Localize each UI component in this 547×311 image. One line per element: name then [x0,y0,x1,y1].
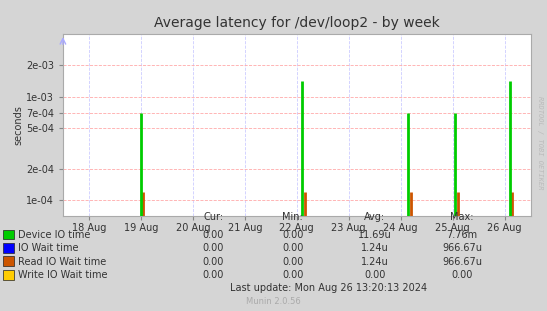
Text: 1.24u: 1.24u [361,243,388,253]
Text: 966.67u: 966.67u [442,243,482,253]
Text: 0.00: 0.00 [282,243,304,253]
Text: 0.00: 0.00 [202,270,224,280]
Text: 0.00: 0.00 [202,230,224,240]
Text: Cur:: Cur: [203,212,223,222]
Text: Munin 2.0.56: Munin 2.0.56 [246,297,301,306]
Text: 0.00: 0.00 [282,257,304,267]
Text: 0.00: 0.00 [451,270,473,280]
Text: Max:: Max: [451,212,474,222]
Text: 0.00: 0.00 [364,270,386,280]
Text: RRDTOOL / TOBI OETIKER: RRDTOOL / TOBI OETIKER [537,96,543,190]
Text: 0.00: 0.00 [202,257,224,267]
Text: 11.69u: 11.69u [358,230,392,240]
Text: Min:: Min: [282,212,303,222]
Text: Read IO Wait time: Read IO Wait time [18,257,106,267]
Text: Avg:: Avg: [364,212,385,222]
Text: 1.24u: 1.24u [361,257,388,267]
Text: 0.00: 0.00 [282,230,304,240]
Text: 0.00: 0.00 [282,270,304,280]
Text: 0.00: 0.00 [202,243,224,253]
Text: Device IO time: Device IO time [18,230,90,240]
Text: Write IO Wait time: Write IO Wait time [18,270,108,280]
Text: 7.76m: 7.76m [447,230,478,240]
Text: Last update: Mon Aug 26 13:20:13 2024: Last update: Mon Aug 26 13:20:13 2024 [230,283,427,293]
Title: Average latency for /dev/loop2 - by week: Average latency for /dev/loop2 - by week [154,16,440,30]
Text: IO Wait time: IO Wait time [18,243,79,253]
Y-axis label: seconds: seconds [13,105,23,145]
Text: 966.67u: 966.67u [442,257,482,267]
